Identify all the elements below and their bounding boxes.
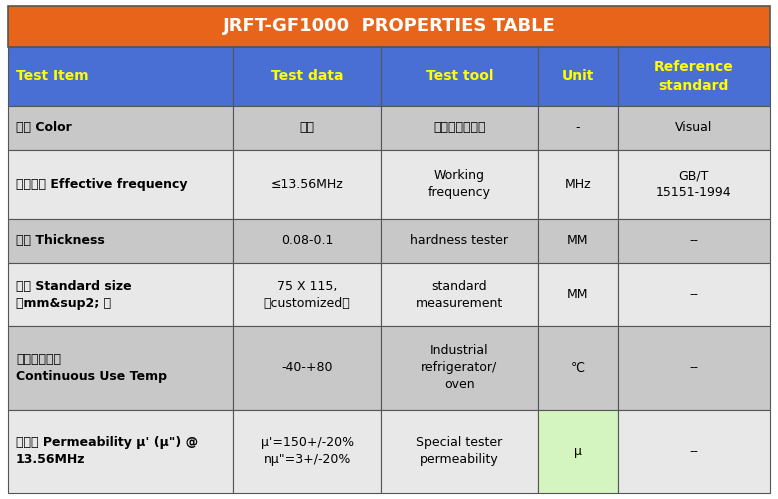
Bar xyxy=(233,410,381,493)
Text: Test tool: Test tool xyxy=(426,69,493,83)
Text: 目视（对色箱）: 目视（对色箱） xyxy=(433,121,485,134)
Text: MHz: MHz xyxy=(564,178,591,191)
Text: ≤13.56MHz: ≤13.56MHz xyxy=(271,178,343,191)
Bar xyxy=(8,6,770,47)
Bar xyxy=(538,219,618,263)
Bar xyxy=(381,219,538,263)
Text: Test Item: Test Item xyxy=(16,69,89,83)
Bar xyxy=(618,263,770,326)
Text: 黑色: 黑色 xyxy=(300,121,314,134)
Text: hardness tester: hardness tester xyxy=(411,235,509,248)
Bar xyxy=(618,106,770,150)
Bar xyxy=(381,410,538,493)
Bar xyxy=(538,263,618,326)
Text: JRFT-GF1000  PROPERTIES TABLE: JRFT-GF1000 PROPERTIES TABLE xyxy=(223,17,555,35)
Text: --: -- xyxy=(689,288,699,301)
Bar xyxy=(381,47,538,106)
Text: --: -- xyxy=(689,445,699,458)
Bar xyxy=(618,326,770,410)
Bar xyxy=(618,219,770,263)
Bar xyxy=(233,326,381,410)
Text: standard
measurement: standard measurement xyxy=(416,279,503,309)
Bar xyxy=(8,150,233,219)
Text: -40-+80: -40-+80 xyxy=(282,361,333,374)
Text: -: - xyxy=(576,121,580,134)
Text: --: -- xyxy=(689,361,699,374)
Text: Reference
standard: Reference standard xyxy=(654,60,734,92)
Text: Test data: Test data xyxy=(271,69,343,83)
Bar xyxy=(233,47,381,106)
Text: 尺寸 Standard size
（mm&sup2; ）: 尺寸 Standard size （mm&sup2; ） xyxy=(16,279,131,309)
Text: GB/T
15151-1994: GB/T 15151-1994 xyxy=(656,169,731,199)
Bar xyxy=(538,47,618,106)
Text: Special tester
permeability: Special tester permeability xyxy=(416,436,503,467)
Bar xyxy=(538,326,618,410)
Bar xyxy=(233,106,381,150)
Bar xyxy=(233,150,381,219)
Bar xyxy=(8,47,233,106)
Text: 75 X 115,
（customized）: 75 X 115, （customized） xyxy=(264,279,350,309)
Text: ℃: ℃ xyxy=(570,361,584,374)
Text: 磁导率 Permeability μ' (μ") @
13.56MHz: 磁导率 Permeability μ' (μ") @ 13.56MHz xyxy=(16,436,198,467)
Bar xyxy=(538,106,618,150)
Bar xyxy=(381,263,538,326)
Text: 连续使用温度
Continuous Use Temp: 连续使用温度 Continuous Use Temp xyxy=(16,353,167,383)
Bar xyxy=(381,326,538,410)
Text: μ: μ xyxy=(573,445,581,458)
Text: Working
frequency: Working frequency xyxy=(428,169,491,199)
Bar xyxy=(233,219,381,263)
Text: 颜色 Color: 颜色 Color xyxy=(16,121,72,134)
Bar xyxy=(381,106,538,150)
Bar xyxy=(538,410,618,493)
Text: MM: MM xyxy=(567,288,588,301)
Bar xyxy=(381,150,538,219)
Text: Visual: Visual xyxy=(675,121,713,134)
Text: 工作频率 Effective frequency: 工作频率 Effective frequency xyxy=(16,178,187,191)
Bar xyxy=(8,219,233,263)
Bar xyxy=(618,410,770,493)
Text: MM: MM xyxy=(567,235,588,248)
Bar xyxy=(618,150,770,219)
Bar xyxy=(8,326,233,410)
Text: 厚度 Thickness: 厚度 Thickness xyxy=(16,235,105,248)
Bar xyxy=(8,263,233,326)
Text: Unit: Unit xyxy=(562,69,594,83)
Bar xyxy=(538,150,618,219)
Bar xyxy=(618,47,770,106)
Bar xyxy=(8,106,233,150)
Bar xyxy=(8,410,233,493)
Text: 0.08-0.1: 0.08-0.1 xyxy=(281,235,333,248)
Text: Industrial
refrigerator/
oven: Industrial refrigerator/ oven xyxy=(422,344,498,392)
Text: μ'=150+/-20%
nμ"=3+/-20%: μ'=150+/-20% nμ"=3+/-20% xyxy=(261,436,354,467)
Text: --: -- xyxy=(689,235,699,248)
Bar xyxy=(233,263,381,326)
